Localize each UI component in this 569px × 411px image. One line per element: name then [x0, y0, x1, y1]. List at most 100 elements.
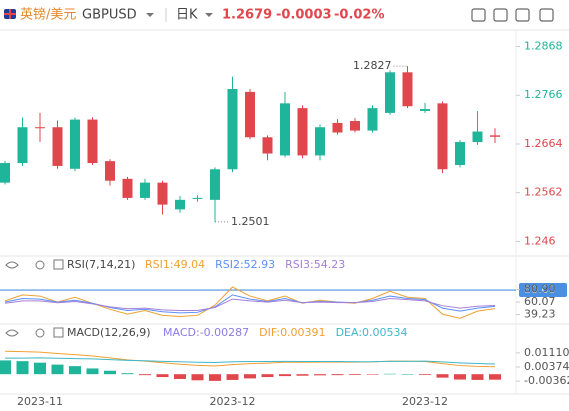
dropdown-arrow[interactable]	[205, 13, 213, 17]
candle-body	[105, 161, 115, 181]
header-bar	[0, 0, 569, 30]
y-tick-label: 1.2664	[524, 137, 563, 150]
candle-body	[175, 199, 185, 210]
candle-body	[437, 103, 448, 170]
legend-value: 52.93	[244, 258, 276, 271]
candle-body	[455, 142, 465, 165]
gear-icon[interactable]	[35, 260, 45, 270]
gear-icon[interactable]	[35, 328, 45, 338]
candle-body	[367, 108, 378, 131]
macd-bar	[314, 374, 326, 376]
candle-body	[420, 109, 430, 111]
level-label-bg	[519, 283, 567, 298]
legend-entry: DIF:0.00391	[259, 326, 325, 339]
candle-body	[140, 182, 150, 198]
tool-icon[interactable]	[539, 8, 554, 22]
y-tick-label: 0.00374	[524, 360, 569, 373]
level-label: 80.00	[524, 283, 556, 296]
macd-bar	[139, 374, 151, 376]
candle-body	[17, 127, 28, 164]
macd-bar	[384, 373, 396, 375]
rsi-line	[4, 294, 496, 314]
macd-bar	[209, 374, 221, 381]
legend-value: 0.00391	[280, 326, 326, 339]
eye-icon[interactable]	[5, 261, 19, 269]
x-tick-label: 2023-12	[210, 395, 256, 408]
rsi-line	[4, 297, 496, 312]
candle-body	[245, 91, 255, 138]
macd-bar	[51, 364, 64, 375]
macd-bar	[436, 374, 449, 378]
macd-bar	[261, 374, 274, 378]
candle-body	[157, 182, 168, 205]
indicator-title: RSI(7,14,21)	[67, 258, 135, 271]
macd-bar	[191, 374, 204, 381]
last-price: 1.2679	[222, 8, 272, 23]
candle-body	[52, 127, 63, 166]
macd-bar	[471, 374, 484, 380]
max-label: 1.2827	[353, 59, 392, 72]
macd-bar	[0, 360, 11, 375]
dropdown-arrow[interactable]	[146, 13, 154, 17]
y-tick-label: -0.00362	[524, 374, 569, 387]
legend-value: 54.23	[314, 258, 346, 271]
legend-entry: MACD:-0.00287	[163, 326, 249, 339]
candle-body	[472, 131, 483, 143]
candle-body	[280, 103, 290, 156]
y-tick-label: 1.2562	[524, 186, 563, 199]
y-tick-label: 1.246	[524, 234, 556, 247]
macd-bar	[34, 362, 46, 375]
candle-body	[87, 119, 98, 164]
tool-icon[interactable]	[515, 8, 530, 22]
y-tick-label: 60.07	[524, 295, 556, 308]
macd-bar	[296, 374, 309, 376]
macd-bar	[244, 374, 256, 379]
legend-name: DEA:	[336, 326, 362, 339]
legend-entry: RSI2:52.93	[215, 258, 275, 271]
eye-icon[interactable]	[5, 329, 19, 337]
y-tick-label: 80.90	[524, 283, 556, 296]
candle-body	[0, 163, 10, 183]
macd-bar	[349, 374, 361, 375]
legend-name: DIF:	[259, 326, 280, 339]
toolbar	[471, 8, 554, 22]
x-tick-label: 2023-12	[402, 395, 448, 408]
tool-icon[interactable]	[493, 8, 508, 22]
macd-bar	[366, 374, 379, 375]
macd-line	[5, 357, 496, 365]
candle-body	[70, 119, 80, 169]
tool-icon[interactable]	[471, 8, 486, 22]
macd-bar	[454, 374, 466, 380]
macd-bar	[331, 374, 344, 376]
macd-bar	[489, 374, 501, 380]
panel-icons	[5, 259, 64, 338]
pair-name[interactable]: 英镑/美元	[20, 7, 76, 23]
macd-bar	[156, 374, 169, 378]
macd-bar	[121, 373, 134, 375]
candle-body	[297, 108, 308, 156]
macd-bar	[16, 361, 29, 375]
y-tick-label: 0.01110	[524, 346, 569, 359]
legend-value: 49.04	[174, 258, 206, 271]
legend-value: 0.00534	[362, 326, 408, 339]
period[interactable]: 日K	[176, 8, 198, 23]
macd-bar	[104, 370, 116, 375]
candle-body	[402, 72, 413, 107]
legend-name: RSI1:	[145, 258, 174, 271]
macd-bar	[86, 368, 99, 375]
candle-body	[490, 135, 500, 137]
y-tick-label: 39.23	[524, 308, 556, 321]
legend-entry: RSI3:54.23	[285, 258, 345, 271]
symbol[interactable]: GBPUSD	[82, 8, 137, 23]
candle-body	[210, 169, 220, 200]
macd-bar	[401, 373, 414, 375]
rsi-line	[4, 286, 496, 319]
expand-icon[interactable]	[53, 327, 64, 338]
expand-icon[interactable]	[53, 259, 64, 270]
candle-body	[35, 127, 45, 129]
candle-body	[385, 72, 395, 113]
macd-bar	[419, 374, 431, 375]
price-change: -0.0003	[276, 8, 332, 23]
min-label: 1.2501	[231, 215, 270, 228]
